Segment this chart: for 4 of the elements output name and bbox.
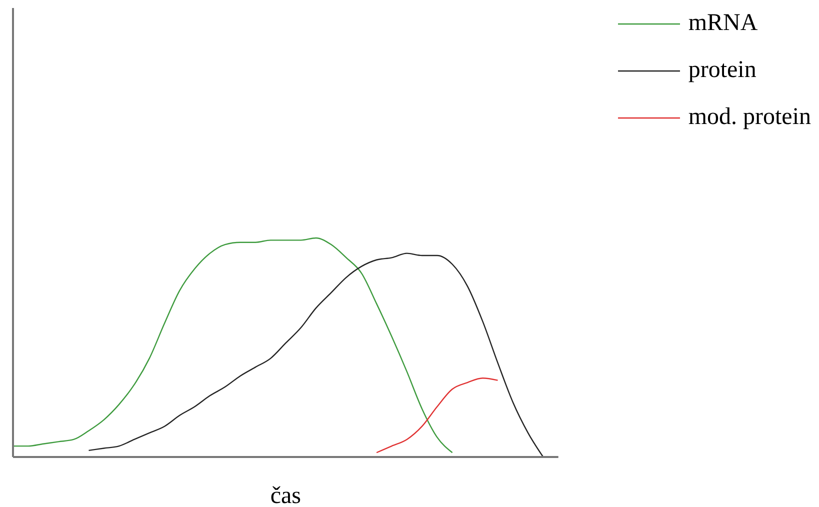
- legend-label: mod. protein: [688, 104, 811, 131]
- x-axis-title: čas: [270, 483, 301, 507]
- legend-label: mRNA: [688, 10, 758, 37]
- legend-label: protein: [688, 57, 756, 84]
